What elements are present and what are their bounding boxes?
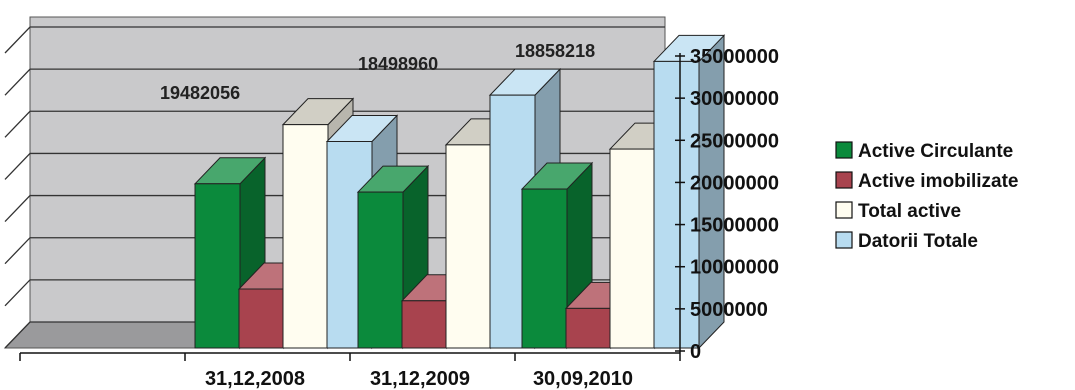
legend-swatch <box>835 231 853 249</box>
category-label: 30,09,2010 <box>533 368 633 390</box>
data-label: 19482056 <box>160 83 240 103</box>
bar-front <box>401 300 448 349</box>
y-tick-label: 5000000 <box>690 299 768 321</box>
bar-front <box>357 191 404 349</box>
data-labels: 19482056 18498960 18858218 <box>160 41 595 103</box>
bar-front <box>609 148 656 349</box>
y-tick-label: 35000000 <box>690 46 779 68</box>
category-axis: 31,12,2008 31,12,2009 30,09,2010 <box>19 352 681 390</box>
legend-item: Active Circulante <box>835 141 1013 162</box>
legend-label: Total active <box>858 201 961 222</box>
bar-front <box>653 60 700 349</box>
gridline <box>4 26 665 54</box>
data-label: 18858218 <box>515 41 595 61</box>
category-label: 31,12,2008 <box>205 368 305 390</box>
category-label: 31,12,2009 <box>370 368 470 390</box>
bar-front <box>238 288 285 349</box>
legend-swatch <box>835 141 853 159</box>
data-label: 18498960 <box>358 54 438 74</box>
legend-label: Active imobilizate <box>858 171 1019 192</box>
legend-item: Active imobilizate <box>835 171 1019 192</box>
legend-swatch <box>835 201 853 219</box>
legend-swatch <box>835 171 853 189</box>
y-axis: 0 5000000 10000000 15000000 20000000 25000000… <box>675 46 779 363</box>
bar-front <box>521 188 568 349</box>
legend-item: Datorii Totale <box>835 231 978 252</box>
legend-item: Total active <box>835 201 961 222</box>
gridline <box>4 110 665 138</box>
legend-label: Active Circulante <box>858 141 1013 162</box>
legend-label: Datorii Totale <box>858 231 978 252</box>
bar <box>652 34 726 350</box>
y-tick-label: 15000000 <box>690 215 779 237</box>
y-tick-label: 0 <box>690 341 701 363</box>
y-tick-label: 30000000 <box>690 88 779 110</box>
bar-front <box>565 307 612 349</box>
y-tick-label: 25000000 <box>690 130 779 152</box>
legend: Active Circulante Active imobilizate Total… <box>835 141 1019 252</box>
bar-front <box>445 144 492 349</box>
y-tick-label: 10000000 <box>690 257 779 279</box>
bars <box>193 34 726 350</box>
y-tick-label: 20000000 <box>690 172 779 194</box>
bar-front <box>282 124 329 349</box>
bar-front <box>194 183 241 349</box>
gridline <box>4 68 665 96</box>
